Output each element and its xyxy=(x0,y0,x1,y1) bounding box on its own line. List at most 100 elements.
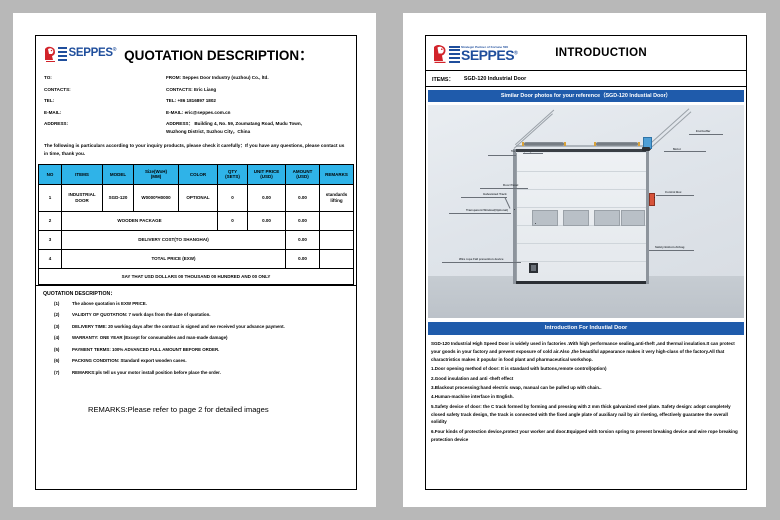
transparent-window-graphic xyxy=(532,210,558,226)
label-motor: Motor xyxy=(673,147,682,151)
cell-label: DELIVERY COST(TO SHANGHAI) xyxy=(61,229,286,250)
leader-line xyxy=(488,155,516,156)
transparent-window-graphic xyxy=(621,210,645,226)
leader-line-end-buffer xyxy=(689,134,723,135)
cell-no: 1 xyxy=(38,183,62,212)
contact-value-tel: TEL: +86 1816897 1802 xyxy=(166,98,216,103)
intro-paragraph: 3.Blackout processing:hand electric swap… xyxy=(431,384,602,390)
leader-line-door-panel xyxy=(480,188,528,189)
leader-line xyxy=(523,153,543,154)
introduction-text: SGD-120 Industrial High Speed Door is wi… xyxy=(426,335,746,444)
table-row: 3 DELIVERY COST(TO SHANGHAI) 0.00 xyxy=(38,229,354,250)
table-row: 4 TOTAL PRICE (EXW) 0.00 xyxy=(38,248,354,269)
logo-word-text: SEPPES® xyxy=(461,47,518,64)
intro-paragraph: 5.Safety device of door: the C track for… xyxy=(431,403,731,425)
label-control-box: Control Box xyxy=(665,190,682,194)
cell-no: 3 xyxy=(38,229,62,250)
items-value: SGD-120 Industrial Door xyxy=(463,75,527,82)
cell-label: TOTAL PRICE (EXW) xyxy=(61,248,286,269)
door-top-bar xyxy=(514,149,648,152)
col-header-size: Size(WxH) (MM) xyxy=(133,163,179,185)
list-item: (7) REMARKS:pls tell us your motor instal… xyxy=(54,369,221,375)
cell-qty: 0 xyxy=(217,183,248,212)
col-header-items: ITEMS xyxy=(61,163,103,185)
introduction-header: Strategic Partner of Fortune 500 SEPPES®… xyxy=(426,36,746,71)
contact-label-tel: TEL: xyxy=(44,98,55,103)
contact-value-address: ADDRESS： Building 4, No. 59, Zoumatang R… xyxy=(166,121,348,135)
contact-label-email: E-MAIL: xyxy=(44,109,62,115)
contact-label-address: ADDRESS: xyxy=(44,121,68,126)
quotation-document-frame: SEPPES® QUOTATION DESCRIPTION： TO: FROM:… xyxy=(35,35,357,490)
intro-paragraph: 2.Good insulation and anti -theft effect xyxy=(431,375,514,381)
transparent-window-graphic xyxy=(594,210,620,226)
address-line-2: Wuzhong District, Suzhou City，China xyxy=(166,129,251,134)
label-transparent-window: Transparent Window(Optional) xyxy=(466,208,509,212)
list-item: (5) PAYMENT TERMS: 100% ADVANCED FULL AMO… xyxy=(54,346,220,352)
logo-tagline: Strategic Partner of Fortune 500 xyxy=(461,44,509,49)
rail-right xyxy=(645,108,690,149)
galvanized-track-right xyxy=(646,149,649,284)
seppes-logo: Strategic Partner of Fortune 500 SEPPES® xyxy=(432,44,518,64)
cell-amount: 0.00 xyxy=(285,210,320,231)
col-header-remarks: REMARKS xyxy=(319,163,354,185)
list-item: (3) DELIVERY TIME: 20 working days after … xyxy=(54,323,285,329)
leader-line-galvanized xyxy=(461,197,507,198)
contact-row: TO: FROM: Seppes Door Industry (suzhou) … xyxy=(44,75,348,80)
table-row: 2 WOODEN PACKAGE 0 0.00 0.00 xyxy=(38,210,354,231)
items-row: ITEMS： SGD-120 Industrial Door xyxy=(426,71,746,87)
contact-value-email: E-MAIL: eric@seppes.com.cn xyxy=(166,109,231,115)
logo-stripes-icon xyxy=(449,45,460,63)
contact-row: ADDRESS: ADDRESS： Building 4, No. 59, Zo… xyxy=(44,121,348,135)
torsion-shaft xyxy=(516,145,646,147)
transparent-window-graphic xyxy=(563,210,589,226)
cell-amount: 0.00 xyxy=(285,229,320,250)
intro-paragraph: SGD-120 Industrial High Speed Door is wi… xyxy=(431,341,735,362)
contact-label-contacts: CONTACTS: xyxy=(44,86,71,92)
leader-line-wire-rope xyxy=(442,262,521,263)
cell-amount: 0.00 xyxy=(285,248,320,269)
table-row-total-words: SAY THAT USD DOLLARS 00 THOUSAND 00 HUND… xyxy=(38,267,354,285)
label-wire-rope-device: Wire rope Fall prevention device xyxy=(459,257,504,261)
cell-remarks xyxy=(319,229,354,250)
cell-color: OPTIONAL xyxy=(178,183,218,212)
contact-row: TEL: TEL: +86 1816897 1802 xyxy=(44,98,348,103)
leader-line-motor xyxy=(664,151,706,152)
cell-items: INDUSTRIAL DOOR xyxy=(61,183,103,212)
leader-line-window xyxy=(449,213,511,214)
lion-head-icon xyxy=(43,46,58,62)
contact-value-contacts: CONTACTS: Eric Liang xyxy=(166,86,217,92)
cell-unit-price: 0.00 xyxy=(247,210,286,231)
cell-size: W0000*H0000 xyxy=(133,183,179,212)
galvanized-track-left xyxy=(513,149,516,284)
page-title: QUOTATION DESCRIPTION： xyxy=(124,48,313,63)
cell-no: 2 xyxy=(38,210,62,231)
list-item: (1) The above quotation is EXW PRICE. xyxy=(54,300,147,306)
description-list: (1) The above quotation is EXW PRICE. (2)… xyxy=(36,301,356,375)
cell-say-amount: SAY THAT USD DOLLARS 00 THOUSAND 00 HUND… xyxy=(38,267,354,285)
label-torsion-spring: Torsion Spring xyxy=(511,149,532,153)
address-line-1: ADDRESS： Building 4, No. 59, Zoumatang R… xyxy=(166,121,302,126)
page-title: INTRODUCTION xyxy=(555,47,647,59)
quotation-header: SEPPES® QUOTATION DESCRIPTION： xyxy=(36,36,356,72)
contact-row: CONTACTS: CONTACTS: Eric Liang xyxy=(44,87,348,92)
table-header-row: NO ITEMS MODEL Size(WxH) (MM) COLOR QTY (S… xyxy=(38,163,354,185)
label-safety-bottom-airbag: Safety Bottom Airbag xyxy=(655,245,685,249)
logo-wordmark: Strategic Partner of Fortune 500 SEPPES® xyxy=(461,44,518,64)
cell-remarks xyxy=(319,210,354,231)
cell-no: 4 xyxy=(38,248,62,269)
label-door-panel: Door Panel xyxy=(503,183,519,187)
list-item: (6) PACKING CONDITION: Standard export wo… xyxy=(54,358,187,364)
cell-remarks: standards lifting xyxy=(319,183,354,212)
motor-base xyxy=(642,147,650,151)
leader-line-galvanized-2 xyxy=(504,197,511,209)
door-bottom-bar xyxy=(514,281,648,284)
quotation-table: NO ITEMS MODEL Size(WxH) (MM) COLOR QTY (S… xyxy=(38,163,354,285)
leader-line-airbag xyxy=(649,250,694,251)
quotation-page: SEPPES® QUOTATION DESCRIPTION： TO: FROM:… xyxy=(13,13,376,507)
logo-wordmark: SEPPES® xyxy=(69,48,117,60)
col-header-model: MODEL xyxy=(102,163,134,185)
col-header-unit-price: UNIT PRICE (USD) xyxy=(247,163,286,185)
contact-block: TO: FROM: Seppes Door Industry (suzhou) … xyxy=(36,72,356,135)
rail-right-2 xyxy=(647,111,692,152)
cell-qty: 0 xyxy=(217,210,248,231)
